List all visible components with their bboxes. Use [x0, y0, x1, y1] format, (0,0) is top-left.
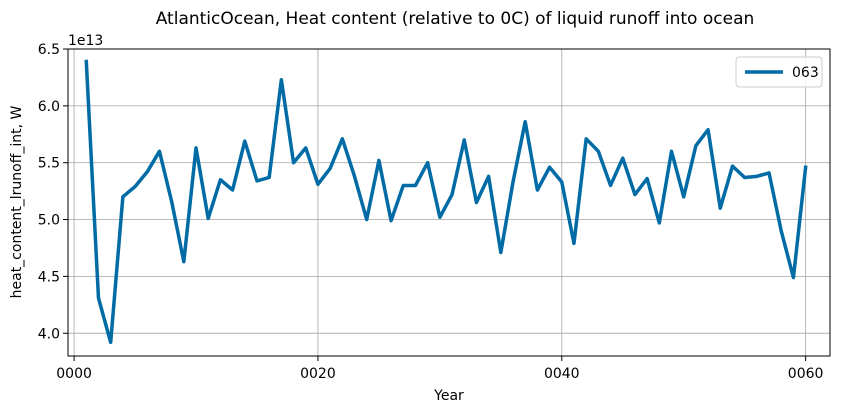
y-tick-label: 5.5 [38, 156, 60, 172]
legend: 063 [735, 56, 823, 88]
x-tick-label: 0040 [544, 366, 580, 382]
chart-title: AtlanticOcean, Heat content (relative to… [156, 9, 755, 29]
y-tick-label: 4.5 [38, 269, 60, 285]
y-axis-label: heat_content_lrunoff_int, W [9, 105, 25, 298]
y-tick-label: 5.0 [38, 213, 60, 229]
y-tick-label: 6.5 [38, 42, 60, 58]
x-axis-label: Year [433, 388, 464, 404]
y-tick-label: 6.0 [38, 99, 60, 115]
y-tick-label: 4.0 [38, 326, 60, 342]
legend-label: 063 [792, 65, 819, 81]
ticks: 0000 0020 0040 0060 4.0 4.5 5.0 5.5 6.0 6.5 [38, 42, 824, 382]
x-tick-label: 0020 [300, 366, 336, 382]
x-tick-label: 0000 [56, 366, 92, 382]
x-tick-label: 0060 [788, 366, 824, 382]
y-offset-label: 1e13 [68, 33, 103, 49]
plot-frame [67, 48, 831, 357]
series-layer [84, 59, 808, 345]
series-line-063 [84, 59, 808, 345]
